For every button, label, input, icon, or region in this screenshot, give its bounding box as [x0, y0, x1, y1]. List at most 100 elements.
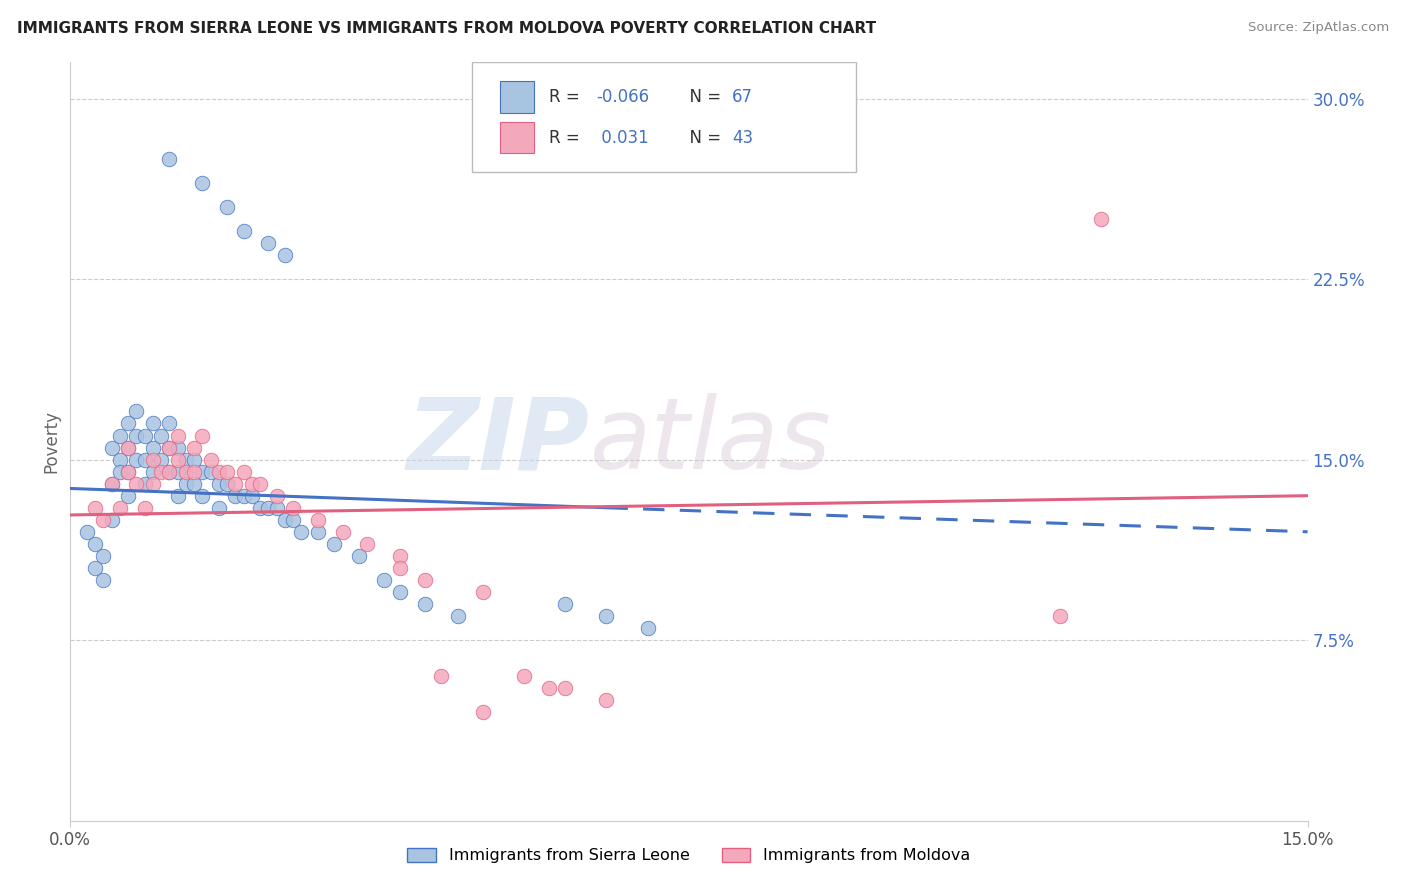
Point — [125, 428, 148, 442]
FancyBboxPatch shape — [499, 81, 534, 112]
Point — [157, 465, 180, 479]
Point — [413, 573, 436, 587]
Point — [183, 452, 205, 467]
Text: -0.066: -0.066 — [596, 87, 650, 105]
Text: 0.031: 0.031 — [596, 129, 650, 147]
Point — [100, 513, 122, 527]
Point — [117, 489, 139, 503]
Point — [389, 585, 412, 599]
Point — [240, 476, 263, 491]
Text: R =: R = — [550, 129, 585, 147]
Point — [249, 476, 271, 491]
Point — [100, 441, 122, 455]
Point — [134, 428, 156, 442]
Point — [215, 465, 238, 479]
Point — [84, 561, 107, 575]
Point — [157, 465, 180, 479]
Point — [100, 476, 122, 491]
Point — [117, 441, 139, 455]
Point — [166, 489, 188, 503]
Point — [191, 489, 214, 503]
Point — [191, 428, 214, 442]
Point — [174, 452, 197, 467]
Point — [125, 476, 148, 491]
Point — [91, 549, 114, 563]
Point — [595, 693, 617, 707]
Point — [281, 500, 304, 515]
Point — [356, 537, 378, 551]
Point — [117, 465, 139, 479]
Point — [84, 537, 107, 551]
Point — [142, 465, 165, 479]
Point — [166, 465, 188, 479]
Point — [166, 441, 188, 455]
Point — [595, 609, 617, 624]
Point — [150, 465, 173, 479]
Point — [142, 476, 165, 491]
Text: IMMIGRANTS FROM SIERRA LEONE VS IMMIGRANTS FROM MOLDOVA POVERTY CORRELATION CHAR: IMMIGRANTS FROM SIERRA LEONE VS IMMIGRAN… — [17, 21, 876, 36]
Point — [637, 621, 659, 635]
Text: atlas: atlas — [591, 393, 831, 490]
Point — [166, 428, 188, 442]
Point — [108, 465, 131, 479]
Y-axis label: Poverty: Poverty — [42, 410, 60, 473]
Point — [471, 706, 494, 720]
FancyBboxPatch shape — [499, 121, 534, 153]
Point — [307, 513, 329, 527]
Point — [208, 476, 231, 491]
Point — [134, 500, 156, 515]
Point — [347, 549, 370, 563]
Point — [274, 248, 297, 262]
Text: ZIP: ZIP — [406, 393, 591, 490]
Point — [76, 524, 98, 539]
Point — [232, 465, 254, 479]
Point — [157, 441, 180, 455]
Point — [117, 417, 139, 431]
Point — [183, 476, 205, 491]
Point — [142, 417, 165, 431]
Point — [183, 465, 205, 479]
Point — [389, 561, 412, 575]
Point — [174, 465, 197, 479]
Text: N =: N = — [679, 87, 727, 105]
Point — [125, 452, 148, 467]
Point — [200, 465, 222, 479]
Point — [249, 500, 271, 515]
Point — [430, 669, 453, 683]
FancyBboxPatch shape — [472, 62, 856, 172]
Point — [232, 489, 254, 503]
Point — [537, 681, 560, 696]
Point — [373, 573, 395, 587]
Point — [91, 573, 114, 587]
Point — [413, 597, 436, 611]
Text: Source: ZipAtlas.com: Source: ZipAtlas.com — [1249, 21, 1389, 34]
Text: 43: 43 — [733, 129, 754, 147]
Point — [91, 513, 114, 527]
Point — [157, 441, 180, 455]
Point — [191, 465, 214, 479]
Point — [200, 452, 222, 467]
Point — [471, 585, 494, 599]
Point — [100, 476, 122, 491]
Point — [307, 524, 329, 539]
Point — [215, 200, 238, 214]
Point — [142, 452, 165, 467]
Point — [117, 441, 139, 455]
Point — [191, 176, 214, 190]
Point — [150, 428, 173, 442]
Point — [332, 524, 354, 539]
Point — [257, 500, 280, 515]
Point — [108, 452, 131, 467]
Point — [183, 441, 205, 455]
Point — [240, 489, 263, 503]
Point — [281, 513, 304, 527]
Point — [224, 476, 246, 491]
Point — [257, 235, 280, 250]
Point — [117, 465, 139, 479]
Legend: Immigrants from Sierra Leone, Immigrants from Moldova: Immigrants from Sierra Leone, Immigrants… — [401, 841, 977, 870]
Point — [108, 500, 131, 515]
Text: 67: 67 — [733, 87, 754, 105]
Point — [389, 549, 412, 563]
Point — [266, 500, 288, 515]
Point — [108, 428, 131, 442]
